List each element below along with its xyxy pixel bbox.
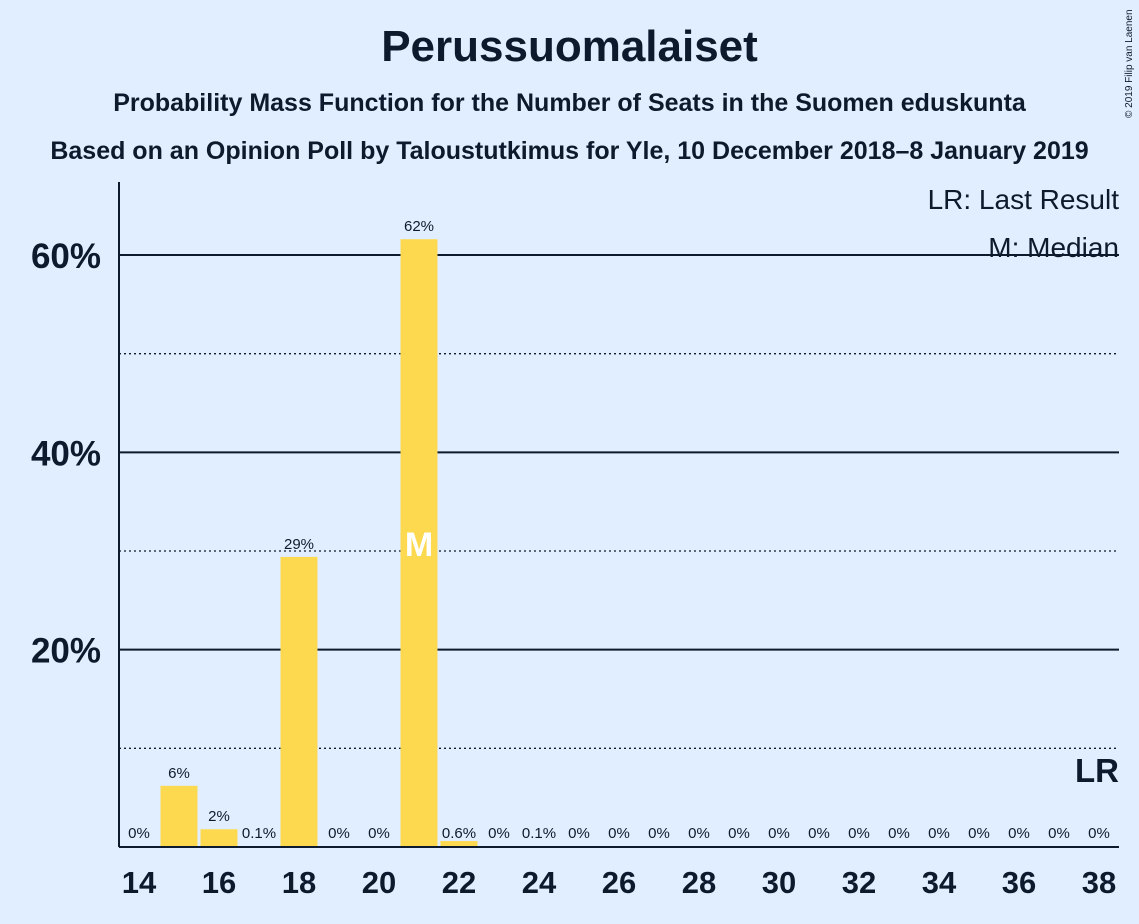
last-result-marker: LR [1075, 752, 1119, 789]
bar-value-label: 0% [768, 825, 790, 842]
x-tick-label: 24 [522, 865, 557, 900]
bar-value-label: 0% [1088, 825, 1110, 842]
x-tick-label: 38 [1082, 865, 1116, 900]
x-tick-label: 34 [922, 865, 957, 900]
legend-median: M: Median [988, 232, 1119, 263]
bar-value-label: 0% [1048, 825, 1070, 842]
x-tick-label: 32 [842, 865, 876, 900]
x-tick-label: 16 [202, 865, 236, 900]
median-marker: M [405, 526, 433, 564]
chart-subtitle: Probability Mass Function for the Number… [113, 89, 1026, 117]
legend-last-result: LR: Last Result [928, 184, 1120, 215]
bar-value-label: 0% [968, 825, 990, 842]
bar [440, 841, 478, 847]
bar-value-label: 0.1% [242, 825, 276, 842]
x-tick-label: 14 [122, 865, 157, 900]
bar-value-label: 0% [848, 825, 870, 842]
bar-value-label: 0% [368, 825, 390, 842]
chart-source-line: Based on an Opinion Poll by Taloustutkim… [50, 137, 1089, 165]
y-tick-label: 20% [31, 632, 101, 671]
bar-value-label: 0% [568, 825, 590, 842]
bar-value-label: 0.1% [522, 825, 556, 842]
x-tick-label: 18 [282, 865, 316, 900]
x-tick-label: 28 [682, 865, 716, 900]
x-tick-label: 22 [442, 865, 476, 900]
bar-value-label: 0% [928, 825, 950, 842]
bar-value-label: 0% [128, 825, 150, 842]
bar [160, 785, 198, 847]
y-tick-label: 60% [31, 237, 101, 276]
bar-value-label: 0% [488, 825, 510, 842]
bar-value-label: 62% [404, 218, 434, 235]
x-tick-label: 26 [602, 865, 636, 900]
bar-value-label: 0.6% [442, 825, 476, 842]
bar-value-label: 2% [208, 808, 230, 825]
bar-value-label: 0% [328, 825, 350, 842]
bar-value-label: 6% [168, 765, 190, 782]
bar-value-label: 0% [648, 825, 670, 842]
bar-value-label: 0% [728, 825, 750, 842]
bar-value-label: 0% [608, 825, 630, 842]
x-tick-label: 36 [1002, 865, 1036, 900]
bar [400, 239, 438, 848]
bar-value-label: 0% [888, 825, 910, 842]
bar [200, 829, 238, 847]
bar-value-label: 0% [1008, 825, 1030, 842]
x-tick-label: 30 [762, 865, 796, 900]
chart-title: Perussuomalaiset [381, 22, 758, 71]
bar-value-label: 0% [688, 825, 710, 842]
bar-value-label: 29% [284, 536, 314, 553]
bar-value-label: 0% [808, 825, 830, 842]
bar [280, 556, 318, 847]
y-tick-label: 40% [31, 434, 101, 473]
x-tick-label: 20 [362, 865, 396, 900]
